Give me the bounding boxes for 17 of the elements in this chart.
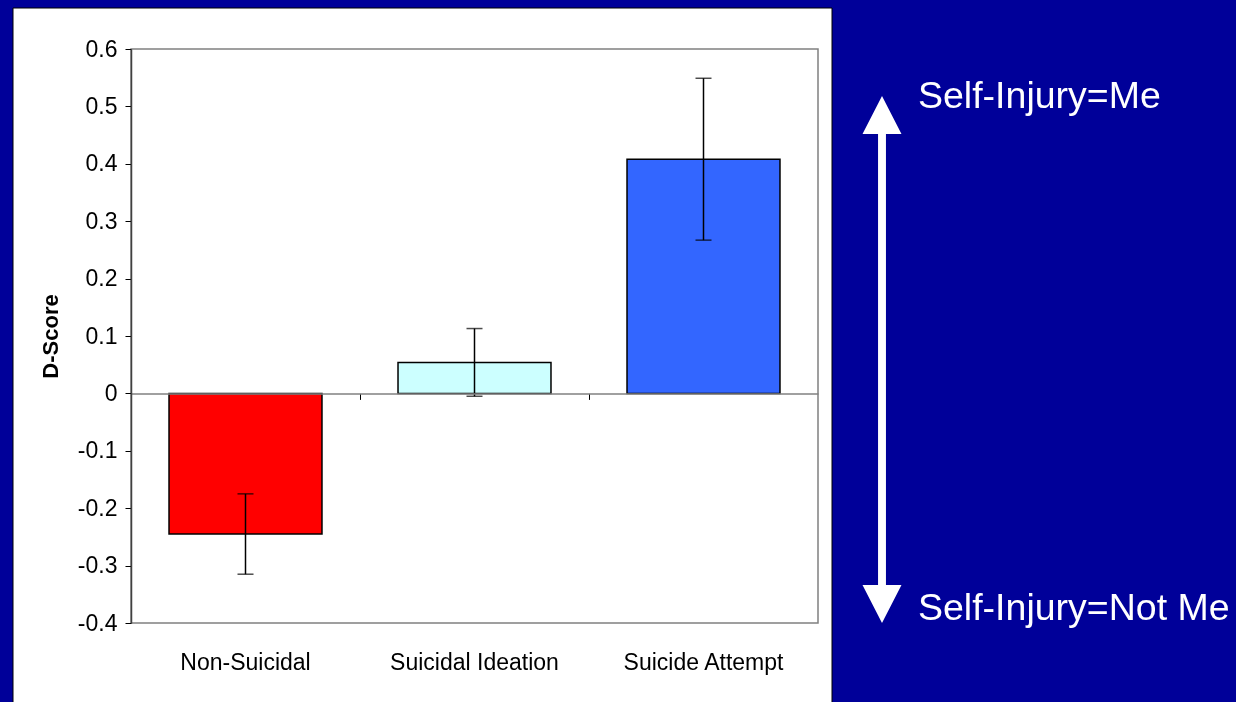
y-tick-label: 0 (104, 379, 118, 406)
y-axis-title: D-Score (37, 294, 63, 379)
y-tick-label: 0.3 (85, 207, 118, 234)
x-tick-label: Non-Suicidal (180, 648, 311, 675)
y-tick-label: 0.2 (85, 265, 118, 292)
y-tick-label: -0.3 (77, 552, 118, 579)
x-tick-label: Suicide Attempt (623, 648, 785, 675)
text: Self-Injury=Not Me (918, 586, 1230, 628)
text: Self-Injury=Me (918, 74, 1161, 116)
y-tick-label: -0.4 (77, 609, 118, 636)
y-tick-label: -0.2 (77, 494, 118, 521)
y-tick-label: 0.4 (85, 150, 118, 177)
x-tick-label: Suicidal Ideation (390, 648, 559, 675)
y-tick-label: 0.6 (85, 35, 118, 62)
y-tick-label: 0.1 (85, 322, 118, 349)
y-tick-label: -0.1 (77, 437, 118, 464)
y-tick-label: 0.5 (85, 92, 118, 119)
